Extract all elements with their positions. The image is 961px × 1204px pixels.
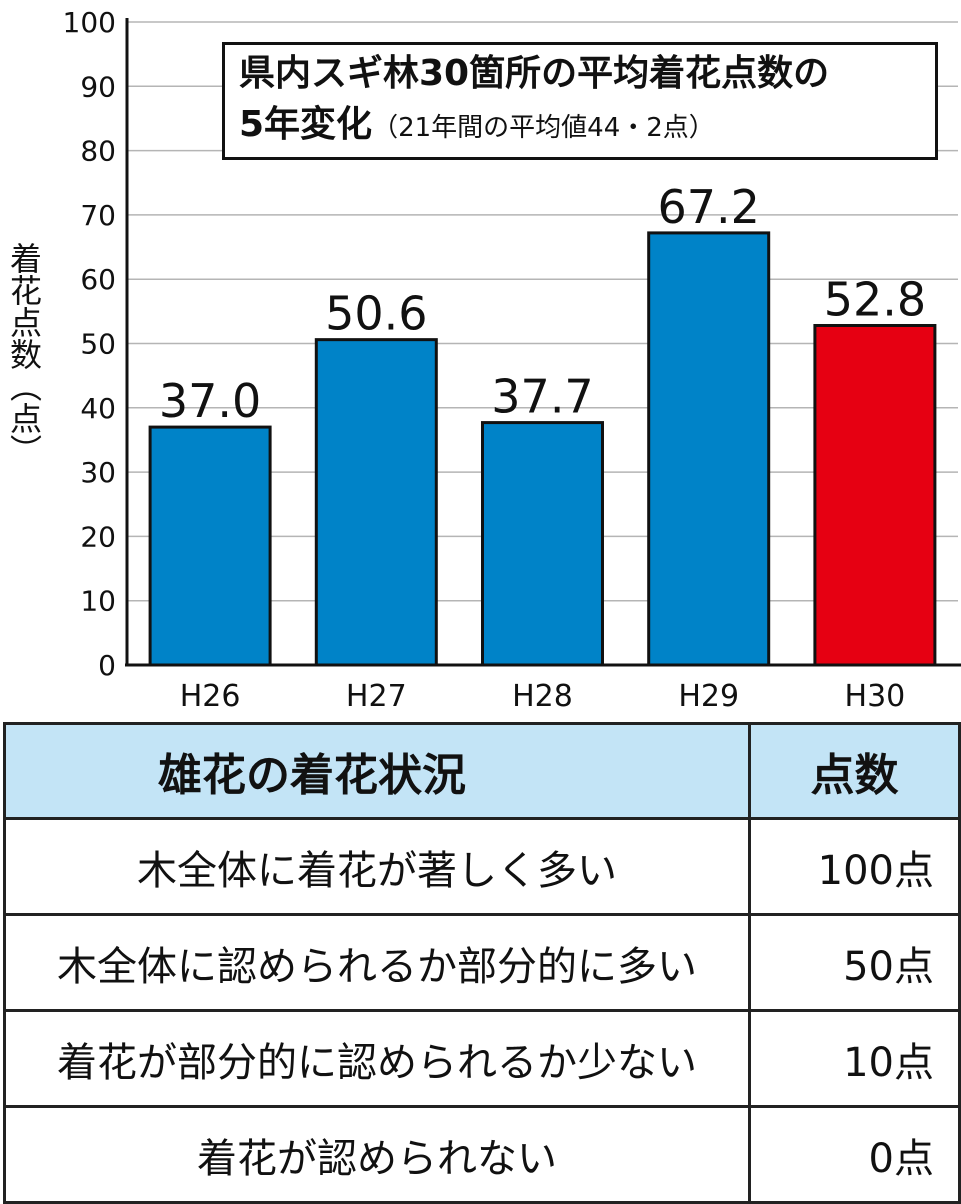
data-label: 52.8	[824, 272, 926, 326]
x-tick-label: H30	[845, 679, 906, 714]
row-points: 50点	[748, 913, 961, 1012]
y-axis-label: 着花点数（点）	[5, 242, 43, 466]
data-label: 50.6	[325, 287, 427, 341]
bar-h28	[481, 421, 604, 667]
row-status: 木全体に着花が著しく多い	[3, 817, 751, 916]
row-status: 着花が認められない	[3, 1105, 751, 1204]
table-row: 着花が認められない 0点	[3, 1105, 961, 1204]
chart-title-line2-wrap: 5年変化（21年間の平均値44・2点）	[239, 99, 935, 157]
bars	[148, 231, 937, 667]
row-status: 木全体に認められるか部分的に多い	[3, 913, 751, 1012]
y-tick-label: 60	[80, 263, 116, 296]
header-status: 雄花の着花状況	[3, 722, 751, 820]
chart-title-box: 県内スギ林30箇所の平均着花点数の 5年変化（21年間の平均値44・2点）	[222, 42, 938, 160]
x-tick-label: H27	[346, 679, 407, 714]
y-tick-label: 80	[80, 135, 116, 168]
x-tick-label: H29	[678, 679, 739, 714]
y-tick-label: 20	[80, 520, 116, 553]
scoring-table: 雄花の着花状況 点数 木全体に着花が著しく多い 100点 木全体に認められるか部…	[3, 722, 961, 1204]
row-points: 10点	[748, 1009, 961, 1108]
bar-h27	[314, 338, 438, 667]
table-row: 木全体に認められるか部分的に多い 50点	[3, 913, 961, 1012]
table-header-row: 雄花の着花状況 点数	[3, 722, 961, 820]
bar-h29	[647, 231, 771, 667]
data-label: 37.7	[491, 370, 593, 424]
x-tick-label: H26	[180, 679, 241, 714]
row-points: 0点	[748, 1105, 961, 1204]
x-tick-label: H28	[512, 679, 573, 714]
table-row: 木全体に着花が著しく多い 100点	[3, 817, 961, 916]
table-row: 着花が部分的に認められるか少ない 10点	[3, 1009, 961, 1108]
bar-chart: 0 10 20 30 40 50 60 70 80 90 100 37.0 50.6 37.7 67.2 5…	[63, 6, 961, 714]
y-tick-label: 90	[80, 70, 116, 103]
header-points: 点数	[748, 722, 961, 820]
y-tick-label: 0	[98, 649, 116, 682]
row-status: 着花が部分的に認められるか少ない	[3, 1009, 751, 1108]
chart-title: 県内スギ林30箇所の平均着花点数の	[239, 53, 830, 94]
data-label: 37.0	[159, 374, 261, 428]
y-tick-label: 30	[80, 456, 116, 489]
y-tick-labels: 0 10 20 30 40 50 60 70 80 90 100	[63, 6, 116, 682]
y-tick-label: 50	[80, 328, 116, 361]
x-tick-labels: H26 H27 H28 H29 H30	[180, 679, 906, 714]
data-label: 67.2	[657, 180, 759, 234]
chart-subtitle: （21年間の平均値44・2点）	[372, 113, 715, 143]
row-points: 100点	[748, 817, 961, 916]
y-tick-label: 40	[80, 392, 116, 425]
y-tick-label: 70	[80, 199, 116, 232]
y-tick-label: 10	[80, 585, 116, 618]
bar-h26	[148, 425, 272, 667]
y-tick-label: 100	[63, 6, 116, 39]
chart-title-line2: 5年変化	[239, 104, 373, 145]
bar-h30	[813, 323, 937, 667]
data-labels: 37.0 50.6 37.7 67.2 52.8	[159, 180, 926, 428]
